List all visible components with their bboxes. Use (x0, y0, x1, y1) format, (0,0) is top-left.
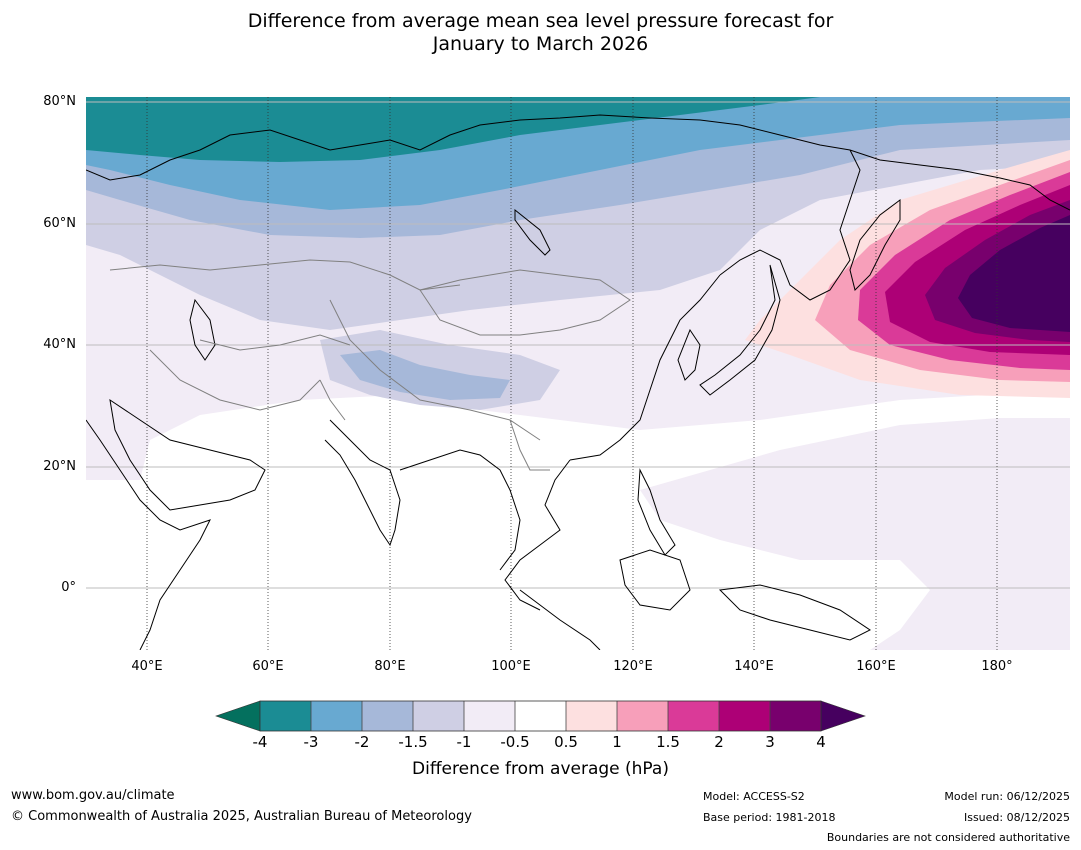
map-area (86, 97, 1070, 650)
lon-label-160e: 160°E (856, 659, 896, 674)
border-russia-kazakhstan (109, 259, 461, 291)
model-name: Model: ACCESS-S2 (703, 790, 805, 803)
colorbar-tick: -2 (354, 733, 370, 751)
anomaly-region-minus-3 (86, 97, 820, 162)
lon-label-180: 180° (981, 659, 1013, 674)
colorbar-tick: 1 (612, 733, 622, 751)
coastline-china-east (569, 274, 721, 461)
coastline-kamchatka (849, 199, 901, 291)
anomaly-region-plus-4 (958, 215, 1070, 332)
model-run-date: Model run: 06/12/2025 (944, 790, 1070, 803)
border-india-pakistan (319, 379, 346, 421)
colorbar-tick: 0.5 (554, 733, 578, 751)
website-link[interactable]: www.bom.gov.au/climate (11, 788, 175, 803)
colorbar-bin-1 (260, 701, 311, 731)
coastline-bay-of-bengal (399, 449, 521, 571)
colorbar-outline (259, 700, 822, 732)
colorbar-bin-8 (617, 701, 668, 731)
lon-label-140e: 140°E (734, 659, 774, 674)
colorbar-title: Difference from average (hPa) (412, 759, 669, 779)
lon-label-60e: 60°E (252, 659, 284, 674)
graticule-parallels (86, 101, 1070, 589)
colorbar-bin-7 (566, 701, 617, 731)
colorbar-tick: -0.5 (500, 733, 530, 751)
border-central-asia (199, 334, 351, 351)
coastline-india (324, 419, 401, 547)
lon-label-100e: 100°E (491, 659, 531, 674)
colorbar (215, 700, 866, 732)
coastline-lake-baikal (514, 208, 551, 256)
coastline-new-guinea (718, 584, 871, 641)
copyright-text: © Commonwealth of Australia 2025, Austra… (11, 809, 472, 824)
lat-label-40n: 40°N (43, 337, 76, 352)
lon-label-80e: 80°E (374, 659, 406, 674)
border-iran (149, 349, 321, 411)
lat-label-20n: 20°N (43, 459, 76, 474)
lat-label-60n: 60°N (43, 216, 76, 231)
colorbar-bin-11 (770, 701, 821, 731)
lon-label-40e: 40°E (131, 659, 163, 674)
coastline-japan (699, 264, 781, 396)
coastline-korea (677, 328, 701, 381)
colorbar-bin-6 (515, 701, 566, 731)
colorbar-bin-4 (413, 701, 464, 731)
lat-label-equator: 0° (61, 580, 76, 595)
chart-title: Difference from average mean sea level p… (0, 10, 1081, 56)
coastline-sumatra (519, 589, 601, 650)
colorbar-bin-2 (311, 701, 362, 731)
anomaly-region-minus-0.5-pacific (640, 418, 1070, 650)
anomaly-region-minus-1.5-tibet (340, 350, 510, 400)
lon-label-120e: 120°E (613, 659, 653, 674)
boundary-disclaimer: Boundaries are not considered authoritat… (826, 831, 1070, 844)
colorbar-tick: 4 (816, 733, 826, 751)
colorbar-tick: -3 (303, 733, 319, 751)
coastline-indochina (504, 459, 571, 611)
colorbar-tick: -1 (456, 733, 472, 751)
border-mongolia (419, 269, 631, 336)
border-indochina (509, 419, 550, 471)
colorbar-bin-10 (719, 701, 770, 731)
title-line-2: January to March 2026 (432, 33, 649, 55)
coastline-siberia-east (719, 149, 861, 301)
colorbar-tick: 3 (765, 733, 775, 751)
coastline-arctic (86, 114, 1070, 211)
colorbar-over-triangle (820, 700, 866, 732)
country-borders (109, 259, 631, 471)
base-period: Base period: 1981-2018 (703, 811, 836, 824)
coastline-arabia (109, 398, 266, 511)
graticule-meridians (146, 97, 998, 650)
coastline-philippines (637, 468, 676, 556)
colorbar-tick: 1.5 (656, 733, 680, 751)
colorbar-bin-5 (464, 701, 515, 731)
colorbar-tick: 2 (714, 733, 724, 751)
colorbar-dividers (310, 701, 771, 731)
colorbar-tick: -1.5 (398, 733, 428, 751)
issued-date: Issued: 08/12/2025 (963, 811, 1070, 824)
title-line-1: Difference from average mean sea level p… (247, 10, 834, 32)
lat-label-80n: 80°N (43, 94, 76, 109)
coastline-borneo (619, 549, 691, 611)
colorbar-bin-3 (362, 701, 413, 731)
colorbar-bin-9 (668, 701, 719, 731)
coastline-caspian (189, 298, 216, 361)
colorbar-tick: -4 (252, 733, 268, 751)
coastline-africa-east (86, 419, 211, 650)
colorbar-under-triangle (215, 700, 261, 732)
coastlines (86, 114, 1070, 650)
